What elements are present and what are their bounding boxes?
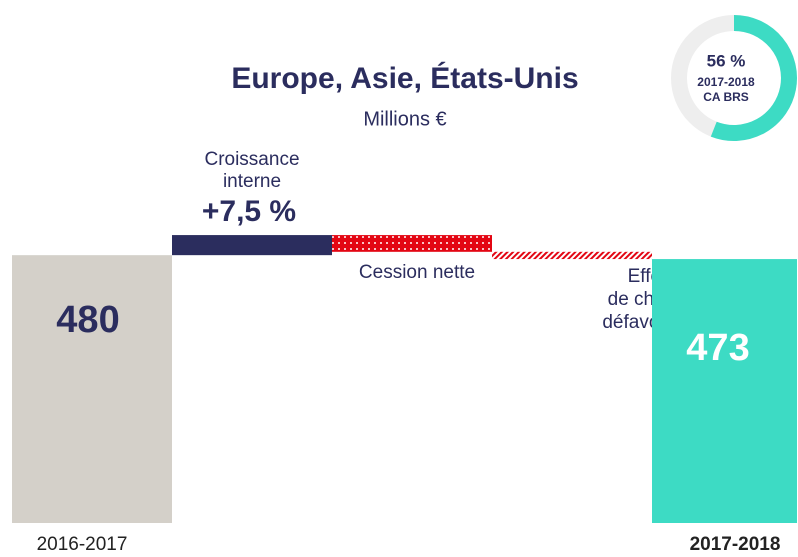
x-tick-label: 2017-2018: [690, 534, 781, 555]
donut-text: CA BRS: [703, 90, 749, 104]
data-label: 473: [686, 327, 749, 369]
chart-title: Europe, Asie, États-Unis: [231, 61, 578, 95]
x-tick-label: 2016-2017: [37, 534, 128, 555]
bar: [652, 259, 797, 523]
donut-text: 2017-2018: [697, 75, 755, 89]
bar: [12, 255, 172, 523]
donut-arc: [710, 15, 797, 141]
data-label: 480: [56, 299, 119, 341]
bar: [332, 235, 492, 252]
chart-subtitle: Millions €: [363, 108, 446, 130]
category-label: Cession nette: [359, 262, 475, 283]
bar: [492, 251, 652, 260]
growth-label: +7,5 %: [202, 195, 296, 228]
category-label: Croissance: [204, 149, 299, 170]
donut-label: 56 %: [707, 51, 746, 70]
category-label: interne: [223, 171, 281, 192]
bar: [172, 235, 332, 256]
